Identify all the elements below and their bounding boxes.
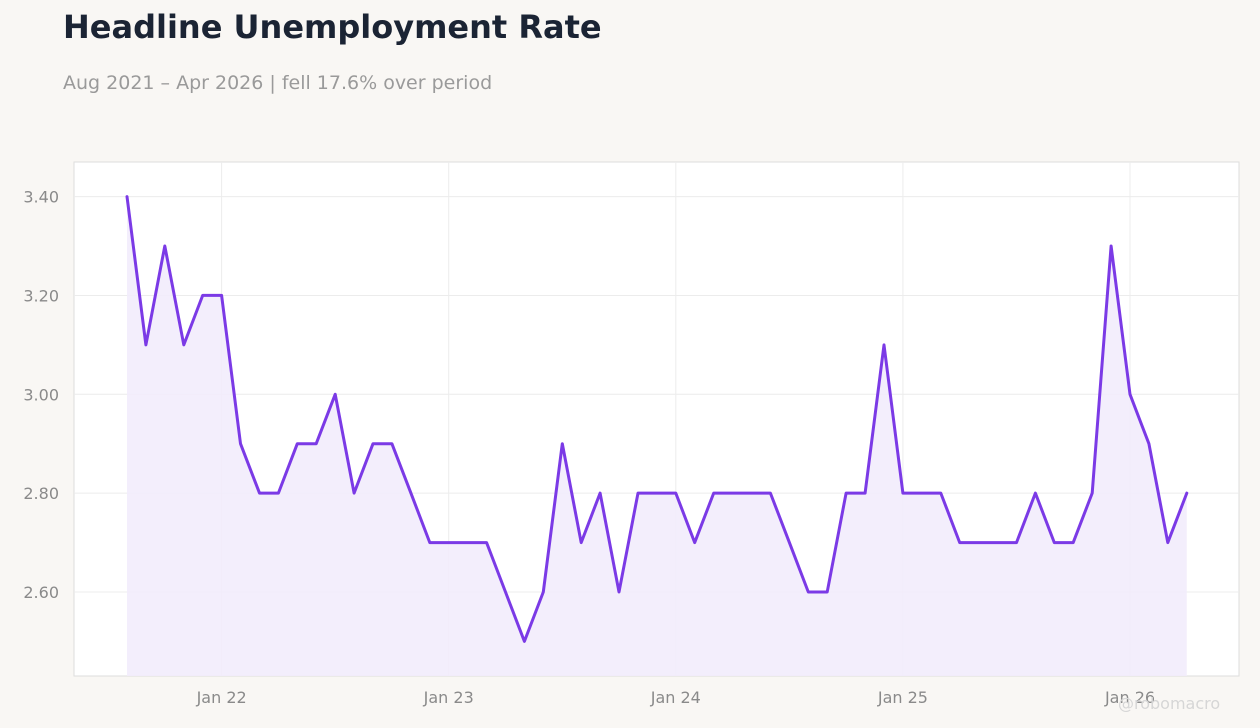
data-point xyxy=(996,541,1000,545)
data-point xyxy=(333,392,337,396)
x-tick-label: Jan 22 xyxy=(196,688,247,707)
data-point xyxy=(920,491,924,495)
data-point xyxy=(182,343,186,347)
data-point xyxy=(125,195,129,199)
data-point xyxy=(693,541,697,545)
y-tick-label: 2.60 xyxy=(23,583,59,602)
y-axis: 3.40 3.20 3.00 2.80 2.60 xyxy=(23,188,59,602)
chart-title: Headline Unemployment Rate xyxy=(63,8,602,46)
data-point xyxy=(1109,244,1113,248)
data-point xyxy=(1166,541,1170,545)
data-point xyxy=(731,491,735,495)
data-point xyxy=(1185,491,1189,495)
data-point xyxy=(314,442,318,446)
data-point xyxy=(144,343,148,347)
data-point xyxy=(863,491,867,495)
data-point xyxy=(655,491,659,495)
data-point xyxy=(220,293,224,297)
chart-subtitle: Aug 2021 – Apr 2026 | fell 17.6% over pe… xyxy=(63,72,493,94)
data-point xyxy=(674,491,678,495)
data-point xyxy=(958,541,962,545)
x-tick-label: Jan 26 xyxy=(1104,688,1155,707)
data-point xyxy=(750,491,754,495)
data-point xyxy=(1033,491,1037,495)
series-line xyxy=(125,195,1189,643)
data-point xyxy=(276,491,280,495)
data-point xyxy=(1052,541,1056,545)
data-point xyxy=(806,590,810,594)
data-point xyxy=(503,590,507,594)
data-point xyxy=(257,491,261,495)
data-point xyxy=(844,491,848,495)
data-point xyxy=(939,491,943,495)
data-point xyxy=(977,541,981,545)
data-point xyxy=(901,491,905,495)
x-axis: Jan 22 Jan 23 Jan 24 Jan 25 Jan 26 xyxy=(196,688,1155,707)
data-point xyxy=(163,244,167,248)
area-fill xyxy=(127,196,1187,676)
data-point xyxy=(1147,442,1151,446)
x-tick-label: Jan 25 xyxy=(877,688,928,707)
data-point xyxy=(1128,392,1132,396)
data-point xyxy=(522,639,526,643)
data-point xyxy=(787,541,791,545)
x-tick-label: Jan 23 xyxy=(423,688,474,707)
data-point xyxy=(409,491,413,495)
data-point xyxy=(201,293,205,297)
data-point xyxy=(825,590,829,594)
data-point xyxy=(636,491,640,495)
data-point xyxy=(352,491,356,495)
data-point xyxy=(466,541,470,545)
data-point xyxy=(541,590,545,594)
data-point xyxy=(1014,541,1018,545)
data-point xyxy=(390,442,394,446)
y-tick-label: 3.40 xyxy=(23,188,59,207)
data-point xyxy=(239,442,243,446)
data-point xyxy=(1090,491,1094,495)
data-point xyxy=(428,541,432,545)
data-point xyxy=(560,442,564,446)
data-point xyxy=(295,442,299,446)
data-point xyxy=(371,442,375,446)
data-point xyxy=(1071,541,1075,545)
x-tick-label: Jan 24 xyxy=(650,688,701,707)
data-point xyxy=(447,541,451,545)
data-point xyxy=(617,590,621,594)
data-point xyxy=(579,541,583,545)
y-tick-label: 3.00 xyxy=(23,385,59,404)
data-point xyxy=(882,343,886,347)
watermark: @robomacro xyxy=(1118,694,1221,713)
y-tick-label: 3.20 xyxy=(23,286,59,305)
y-tick-label: 2.80 xyxy=(23,484,59,503)
data-point xyxy=(768,491,772,495)
data-point xyxy=(712,491,716,495)
data-point xyxy=(485,541,489,545)
data-point xyxy=(598,491,602,495)
